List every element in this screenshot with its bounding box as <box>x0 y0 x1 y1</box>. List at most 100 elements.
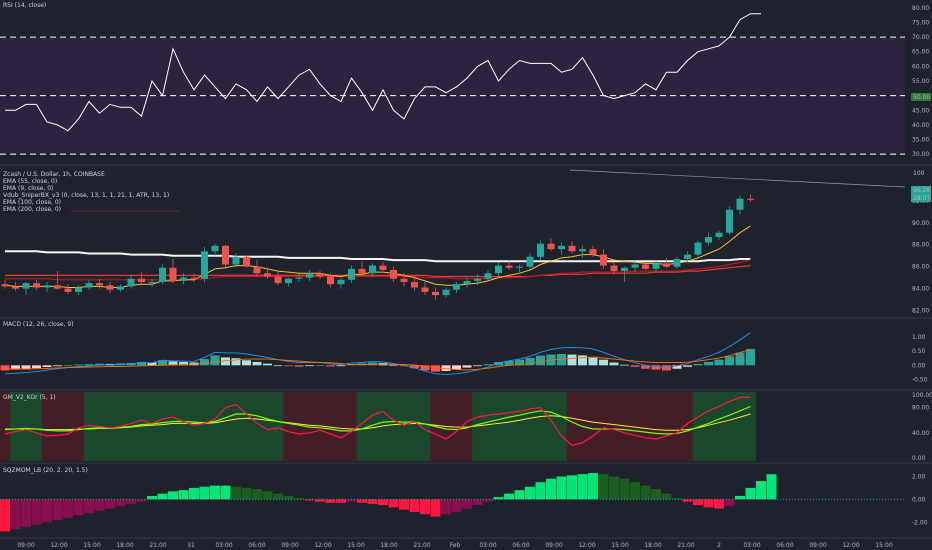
sqzmom-bar <box>52 499 63 520</box>
time-tick: 15:00 <box>611 542 628 549</box>
candle-body <box>579 249 586 252</box>
sqzmom-bar <box>178 490 189 500</box>
macd-hist-bar <box>494 361 503 366</box>
sqzmom-axis: 2.00 0.00 -2.00 <box>912 474 928 527</box>
candle-body <box>75 287 82 292</box>
gmv2-state-segment <box>629 392 641 461</box>
sqzmom-bar <box>73 499 84 516</box>
macd-tick: 0.00 <box>912 362 926 369</box>
macd-hist-bar <box>389 364 398 366</box>
candle-body <box>43 285 51 288</box>
sqzmom-bar <box>231 486 241 500</box>
gmv2-state-segment <box>409 392 421 461</box>
sqzmom-bar <box>325 499 336 503</box>
time-tick: 18:00 <box>380 542 397 549</box>
time-tick: 03:00 <box>479 542 496 549</box>
gmv2-tick: 80.00 <box>912 405 929 412</box>
sqzmom-bar <box>745 487 756 500</box>
sqzmom-bar <box>42 499 52 523</box>
time-tick: 03:00 <box>743 542 760 549</box>
macd-hist-bar <box>95 363 104 366</box>
sqzmom-bar <box>619 478 630 500</box>
candle-body <box>159 267 166 283</box>
macd-hist-bar <box>452 365 461 370</box>
candle-body <box>747 198 754 200</box>
sqzmom-bar <box>10 499 21 530</box>
sqzmom-bar <box>430 499 441 517</box>
macd-hist-bar <box>462 365 472 368</box>
gmv2-tick: 40.00 <box>912 430 929 437</box>
macd-hist-bar <box>672 365 682 369</box>
candle-body <box>285 278 292 284</box>
time-tick: 12:00 <box>578 542 595 549</box>
candle-body <box>442 289 450 296</box>
macd-pane[interactable]: MACD (12, 26, close, 9) 1.00 0.50 0.00 -0.5… <box>0 321 928 384</box>
sqzmom-bar <box>31 499 42 525</box>
sqzmom-bar <box>136 499 147 502</box>
gmv2-state-segment <box>52 392 64 461</box>
sqzmom-bar <box>504 493 514 500</box>
macd-hist-bar <box>231 358 241 366</box>
sqzmom-bar <box>661 493 672 500</box>
candle-body <box>295 277 303 279</box>
macd-hist-bar <box>504 360 514 366</box>
last-price-label: 96.26 <box>913 187 930 194</box>
macd-hist-bar <box>284 365 293 367</box>
macd-hist-bar <box>294 365 304 367</box>
candle-body <box>243 256 250 267</box>
gmv2-state-segment <box>461 392 473 461</box>
sqzmom-pane[interactable]: SQZMOM_LB (20, 2, 20, 1.5) 2.00 0.00 -2.00 <box>0 467 928 532</box>
time-tick: 18:00 <box>116 542 133 549</box>
macd-hist-bar <box>179 361 188 366</box>
gmv2-state-segment <box>220 392 232 461</box>
macd-tick: 0.50 <box>912 348 926 355</box>
macd-legend: MACD (12, 26, close, 9) <box>3 321 74 328</box>
sqzmom-tick: -2.00 <box>912 519 928 526</box>
sqzmom-bar <box>378 499 388 506</box>
candle-body <box>117 286 124 290</box>
candle-body <box>726 209 733 233</box>
macd-tick: -0.50 <box>912 377 928 384</box>
macd-hist-bar <box>42 365 52 368</box>
sqzmom-bar <box>546 478 556 500</box>
gmv2-state-segment <box>514 392 526 461</box>
macd-lines <box>4 332 751 375</box>
time-axis[interactable]: 09:00 12:00 15:00 18:00 21:00 31 03:00 06:00 09:… <box>0 537 932 549</box>
candle-body <box>369 265 376 274</box>
rsi-pane[interactable]: RSI (14, close) 80.00 75.00 70.00 65.00 60.0… <box>0 2 931 158</box>
candle-body <box>505 265 513 268</box>
candle-body <box>600 254 607 266</box>
sqzmom-bar <box>63 499 73 518</box>
time-tick: 12:00 <box>50 542 67 549</box>
candle-body <box>22 283 30 289</box>
gmv2-state-segment <box>157 392 169 461</box>
candle-body <box>432 291 439 296</box>
countdown-label: 28:07 <box>913 195 930 202</box>
sqzmom-bar <box>294 498 304 500</box>
gmv2-state-segment <box>545 392 557 461</box>
gmv2-pane[interactable]: GM_V2_KOr (5, 1) 100.00 80.00 40.00 0.00 <box>0 392 932 462</box>
gmv2-state-segment <box>62 392 74 461</box>
sqzmom-bar <box>115 499 126 507</box>
candle-body <box>736 198 744 210</box>
time-tick: 06:00 <box>776 542 793 549</box>
macd-hist-bar <box>609 362 619 366</box>
candle-body <box>694 242 702 255</box>
time-tick: 09:00 <box>545 542 562 549</box>
candle-body <box>138 278 145 283</box>
rsi-tick: 70.00 <box>912 34 929 41</box>
candle-body <box>495 265 502 274</box>
candle-body <box>12 286 19 289</box>
sqzmom-bar <box>714 499 724 509</box>
macd-hist-bar <box>704 361 713 366</box>
macd-hist-bar <box>420 365 430 371</box>
sqzmom-bar <box>598 474 609 500</box>
sqzmom-bar <box>588 473 598 500</box>
time-tick: 03:00 <box>215 542 232 549</box>
sqzmom-bar <box>514 490 525 500</box>
price-pane[interactable]: Zcash / U.S. Dollar, 1h, COINBASE EMA (5… <box>1 169 932 315</box>
time-tick: 09:00 <box>809 542 826 549</box>
gmv2-state-segment <box>598 392 610 461</box>
gmv2-state-segment <box>619 392 631 461</box>
